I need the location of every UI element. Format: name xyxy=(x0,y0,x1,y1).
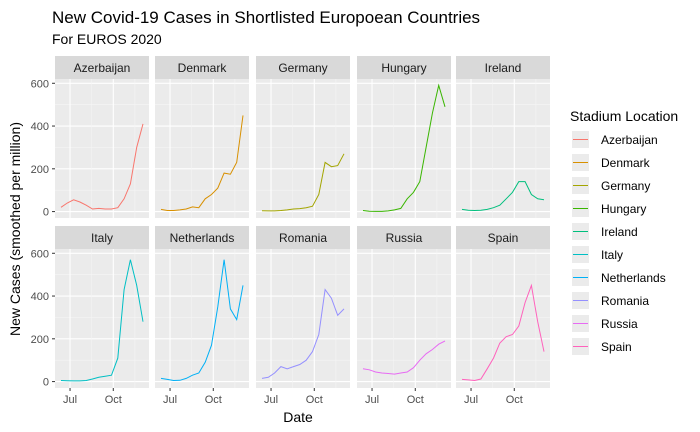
legend-label-hungary: Hungary xyxy=(601,202,646,216)
facet-panel-azerbaijan: Azerbaijan 0 200 400 600 xyxy=(31,56,149,219)
x-tick-label: Jul xyxy=(264,394,278,406)
series-line-hungary xyxy=(362,83,446,212)
series-line-italy xyxy=(60,259,144,382)
panel-bg-ireland xyxy=(456,79,550,218)
strip-hungary xyxy=(357,56,451,79)
legend-label-germany: Germany xyxy=(601,179,650,193)
strip-romania xyxy=(256,226,350,249)
strip-denmark xyxy=(155,56,249,79)
panel-bg-netherlands xyxy=(155,249,249,388)
facet-panel-italy: Italy Jul Oct 0 200 400 600 xyxy=(31,226,149,406)
strip-label-italy: Italy xyxy=(91,231,113,245)
x-tick-label: Jul xyxy=(365,394,379,406)
y-tick-label: 200 xyxy=(31,334,49,346)
series-line-romania xyxy=(261,288,345,379)
facet-panel-ireland: Ireland xyxy=(456,56,550,218)
strip-germany xyxy=(256,56,350,79)
panel-bg-azerbaijan xyxy=(55,79,149,218)
y-tick-label: 0 xyxy=(43,207,49,219)
strip-label-denmark: Denmark xyxy=(178,61,228,75)
strip-label-russia: Russia xyxy=(386,231,423,245)
strip-label-ireland: Ireland xyxy=(485,61,522,75)
y-axis-title: New Cases (smoothed per million) xyxy=(7,122,23,336)
legend-label-denmark: Denmark xyxy=(601,156,651,170)
facet-panel-russia: Russia Jul Oct xyxy=(357,226,451,406)
y-tick-label: 400 xyxy=(31,291,49,303)
series-line-russia xyxy=(362,340,446,375)
facet-panel-germany: Germany xyxy=(256,56,350,218)
series-line-azerbaijan xyxy=(60,123,144,210)
legend-title: Stadium Location xyxy=(570,108,678,124)
facet-panel-hungary: Hungary xyxy=(357,56,451,218)
legend-label-netherlands: Netherlands xyxy=(601,271,666,285)
strip-label-hungary: Hungary xyxy=(381,61,426,75)
strip-russia xyxy=(357,226,451,249)
strip-azerbaijan xyxy=(55,56,149,79)
legend-label-azerbaijan: Azerbaijan xyxy=(601,133,658,147)
series-line-germany xyxy=(261,153,345,212)
y-tick-label: 0 xyxy=(43,377,49,389)
series-line-netherlands xyxy=(160,259,244,382)
x-axis-title: Date xyxy=(283,409,313,425)
panel-bg-germany xyxy=(256,79,350,218)
x-tick-label: Jul xyxy=(464,394,478,406)
facet-panel-netherlands: Netherlands Jul Oct xyxy=(155,226,249,406)
chart-title: New Covid-19 Cases in Shortlisted Europo… xyxy=(52,8,480,27)
panel-bg-romania xyxy=(256,249,350,388)
series-line-spain xyxy=(461,283,545,382)
x-tick-label: Oct xyxy=(205,394,222,406)
legend-label-romania: Romania xyxy=(601,294,649,308)
y-tick-label: 400 xyxy=(31,121,49,133)
strip-label-germany: Germany xyxy=(278,61,327,75)
y-tick-label: 600 xyxy=(31,248,49,260)
facet-panels: Azerbaijan 0 200 400 600 Denmark Germany Hungar… xyxy=(31,56,550,406)
strip-ireland xyxy=(456,56,550,79)
legend-label-russia: Russia xyxy=(601,317,638,331)
x-tick-label: Oct xyxy=(506,394,523,406)
panel-bg-denmark xyxy=(155,79,249,218)
series-line-ireland xyxy=(461,181,545,212)
series-line-denmark xyxy=(160,115,244,211)
facet-panel-denmark: Denmark xyxy=(155,56,249,218)
legend: Stadium Location Azerbaijan Denmark German… xyxy=(570,108,678,355)
x-tick-label: Oct xyxy=(306,394,323,406)
facet-panel-romania: Romania Jul Oct xyxy=(256,226,350,406)
strip-label-romania: Romania xyxy=(279,231,327,245)
strip-netherlands xyxy=(155,226,249,249)
strip-spain xyxy=(456,226,550,249)
strip-label-azerbaijan: Azerbaijan xyxy=(74,61,131,75)
x-tick-label: Oct xyxy=(407,394,424,406)
panel-bg-russia xyxy=(357,249,451,388)
y-tick-label: 600 xyxy=(31,78,49,90)
x-tick-label: Jul xyxy=(163,394,177,406)
facet-panel-spain: Spain Jul Oct xyxy=(456,226,550,406)
strip-label-spain: Spain xyxy=(488,231,519,245)
legend-label-ireland: Ireland xyxy=(601,225,638,239)
legend-label-spain: Spain xyxy=(601,340,632,354)
legend-label-italy: Italy xyxy=(601,248,623,262)
strip-label-netherlands: Netherlands xyxy=(170,231,235,245)
x-tick-label: Oct xyxy=(105,394,122,406)
chart-subtitle: For EUROS 2020 xyxy=(52,31,162,47)
strip-italy xyxy=(55,226,149,249)
x-tick-label: Jul xyxy=(63,394,77,406)
panel-bg-spain xyxy=(456,249,550,388)
y-tick-label: 200 xyxy=(31,164,49,176)
